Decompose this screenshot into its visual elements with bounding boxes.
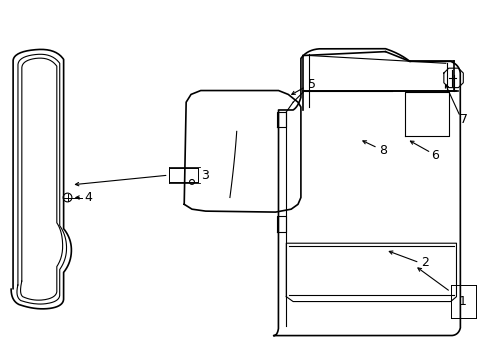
Text: 3: 3: [201, 168, 208, 182]
Text: 7: 7: [459, 113, 468, 126]
Text: 2: 2: [421, 256, 428, 269]
Text: 8: 8: [378, 144, 386, 157]
Text: 1: 1: [458, 295, 466, 308]
Text: 5: 5: [307, 78, 315, 91]
Text: 4: 4: [84, 191, 92, 204]
Text: 6: 6: [430, 149, 438, 162]
